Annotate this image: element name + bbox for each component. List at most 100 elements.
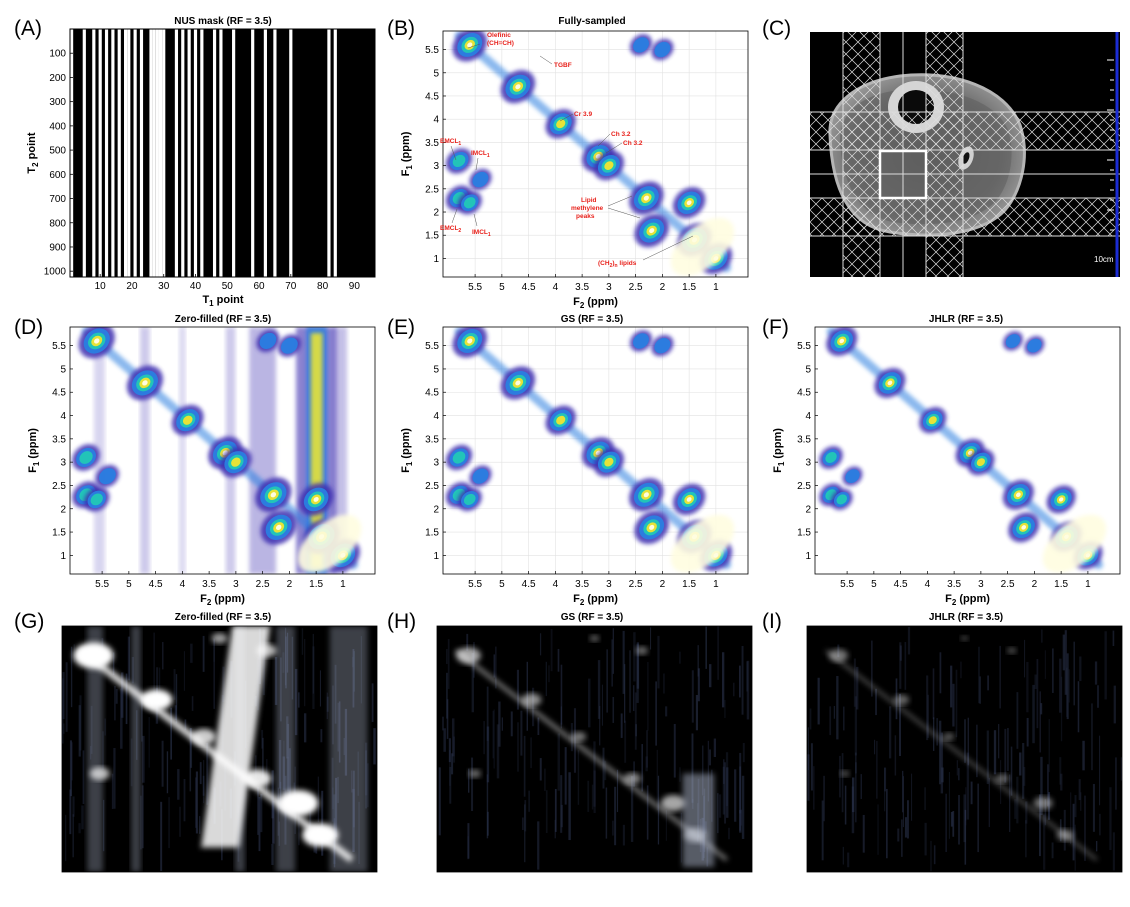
noise-streak: [656, 749, 658, 811]
x-tick-label: 20: [126, 281, 138, 292]
peak-contour: [231, 457, 241, 467]
noise-streak: [724, 762, 726, 824]
noise-streak: [115, 689, 118, 704]
noise-streak: [301, 628, 304, 655]
noise-streak: [620, 713, 623, 738]
noise-streak: [539, 633, 542, 656]
noise-streak: [746, 660, 750, 720]
sat-band-h1: [810, 112, 1120, 150]
noise-streak: [168, 797, 170, 849]
mask-column-34: [174, 29, 179, 277]
leader-ch-2: [605, 142, 623, 154]
noise-streak: [69, 789, 72, 835]
noise-streak: [160, 801, 163, 871]
noise-streak: [1068, 669, 1070, 703]
noise-streak: [1060, 773, 1063, 791]
y-tick-label: 4: [60, 411, 66, 422]
x-tick-label: 80: [317, 281, 329, 292]
noise-streak: [948, 771, 950, 839]
x-tick-label: 1: [340, 579, 346, 590]
noise-streak: [69, 740, 73, 797]
noise-streak: [966, 752, 970, 820]
noise-streak: [1095, 840, 1098, 852]
noise-streak: [125, 673, 128, 725]
noise-streak: [1025, 801, 1028, 824]
noise-streak: [742, 742, 745, 763]
error-blob: [995, 774, 1009, 783]
spectrum-b: 5.5 5 4.5 4 3.5 3 2.5 2 1.5 1 1 1.5 2 2.5 3 3.5 4 4.5 5 5.5…: [400, 30, 749, 310]
peak-contour: [825, 452, 837, 463]
noise-streak: [102, 731, 104, 770]
y-tick-label: 4.5: [425, 91, 439, 102]
noise-streak: [1043, 814, 1046, 870]
noise-streak: [446, 649, 448, 664]
noise-streak: [855, 762, 857, 774]
noise-streak: [988, 777, 990, 828]
panel-label-e: (E): [387, 316, 415, 339]
noise-streak: [883, 767, 886, 812]
noise-streak: [851, 786, 855, 834]
noise-streak: [875, 688, 877, 716]
annotation-lipid: Lipid methylene peaks: [571, 197, 604, 220]
noise-streak: [1044, 799, 1047, 826]
noise-streak: [924, 787, 926, 810]
noise-streak: [926, 675, 929, 741]
noise-streak: [161, 642, 164, 670]
noise-streak: [1039, 691, 1041, 753]
noise-streak: [899, 693, 901, 757]
noise-streak: [72, 814, 74, 858]
noise-streak: [1066, 653, 1069, 720]
noise-streak: [1039, 794, 1041, 857]
mask-column-14: [111, 29, 115, 277]
x-tick-label: 2: [660, 579, 666, 590]
noise-streak: [294, 668, 298, 736]
noise-streak: [718, 794, 722, 818]
x-tick-label: 50: [222, 281, 234, 292]
noise-streak: [697, 668, 700, 702]
noise-streak: [371, 683, 374, 722]
noise-streak: [492, 710, 494, 759]
small-bone-marrow: [962, 152, 970, 164]
noise-streak: [1014, 799, 1017, 819]
peak-contour: [463, 197, 476, 209]
noise-streak: [927, 694, 929, 738]
noise-streak: [446, 672, 448, 719]
noise-streak: [841, 753, 844, 813]
peak-contour: [604, 457, 614, 467]
noise-streak: [862, 814, 865, 853]
x-tick-label: 5.5: [840, 579, 854, 590]
noise-streak: [807, 754, 810, 801]
noise-streak: [647, 661, 649, 731]
annotation-tgbf: TGBF: [554, 62, 572, 69]
noise-streak: [195, 771, 198, 834]
mask-column-46: [212, 29, 217, 277]
mask-column-48: [219, 29, 223, 277]
noise-streak: [655, 681, 657, 746]
chart-title-b: Fully-sampled: [558, 16, 625, 27]
noise-streak: [958, 768, 960, 781]
mask-column-40: [193, 29, 198, 277]
noise-streak: [723, 759, 725, 784]
noise-streak: [726, 767, 729, 818]
noise-streak: [173, 669, 176, 700]
noise-streak: [906, 800, 909, 839]
noise-streak: [1060, 676, 1063, 742]
noise-streak: [1044, 650, 1046, 679]
panel-c: (C) 1: [762, 17, 1120, 277]
noise-streak: [601, 684, 603, 726]
y-tick-label: 4.5: [52, 388, 66, 399]
panel-a: (A) NUS mask (RF = 3.5) 10 20 30 40 50 60 70 80…: [14, 16, 376, 308]
peak-contour: [463, 493, 476, 506]
mask-column-27: [152, 29, 156, 277]
mask-column-1: [70, 29, 74, 277]
mask-column-8: [92, 29, 96, 277]
noise-streak: [810, 743, 813, 791]
mask-column-38: [187, 29, 191, 277]
noise-streak: [498, 701, 501, 747]
annotation-ch-2: Ch 3.2: [623, 140, 643, 147]
peak-contour: [686, 497, 692, 502]
noise-streak: [641, 744, 643, 792]
y-tick-label: 3.5: [425, 138, 439, 149]
chart-title-a: NUS mask (RF = 3.5): [174, 16, 272, 27]
error-blob: [840, 770, 850, 777]
